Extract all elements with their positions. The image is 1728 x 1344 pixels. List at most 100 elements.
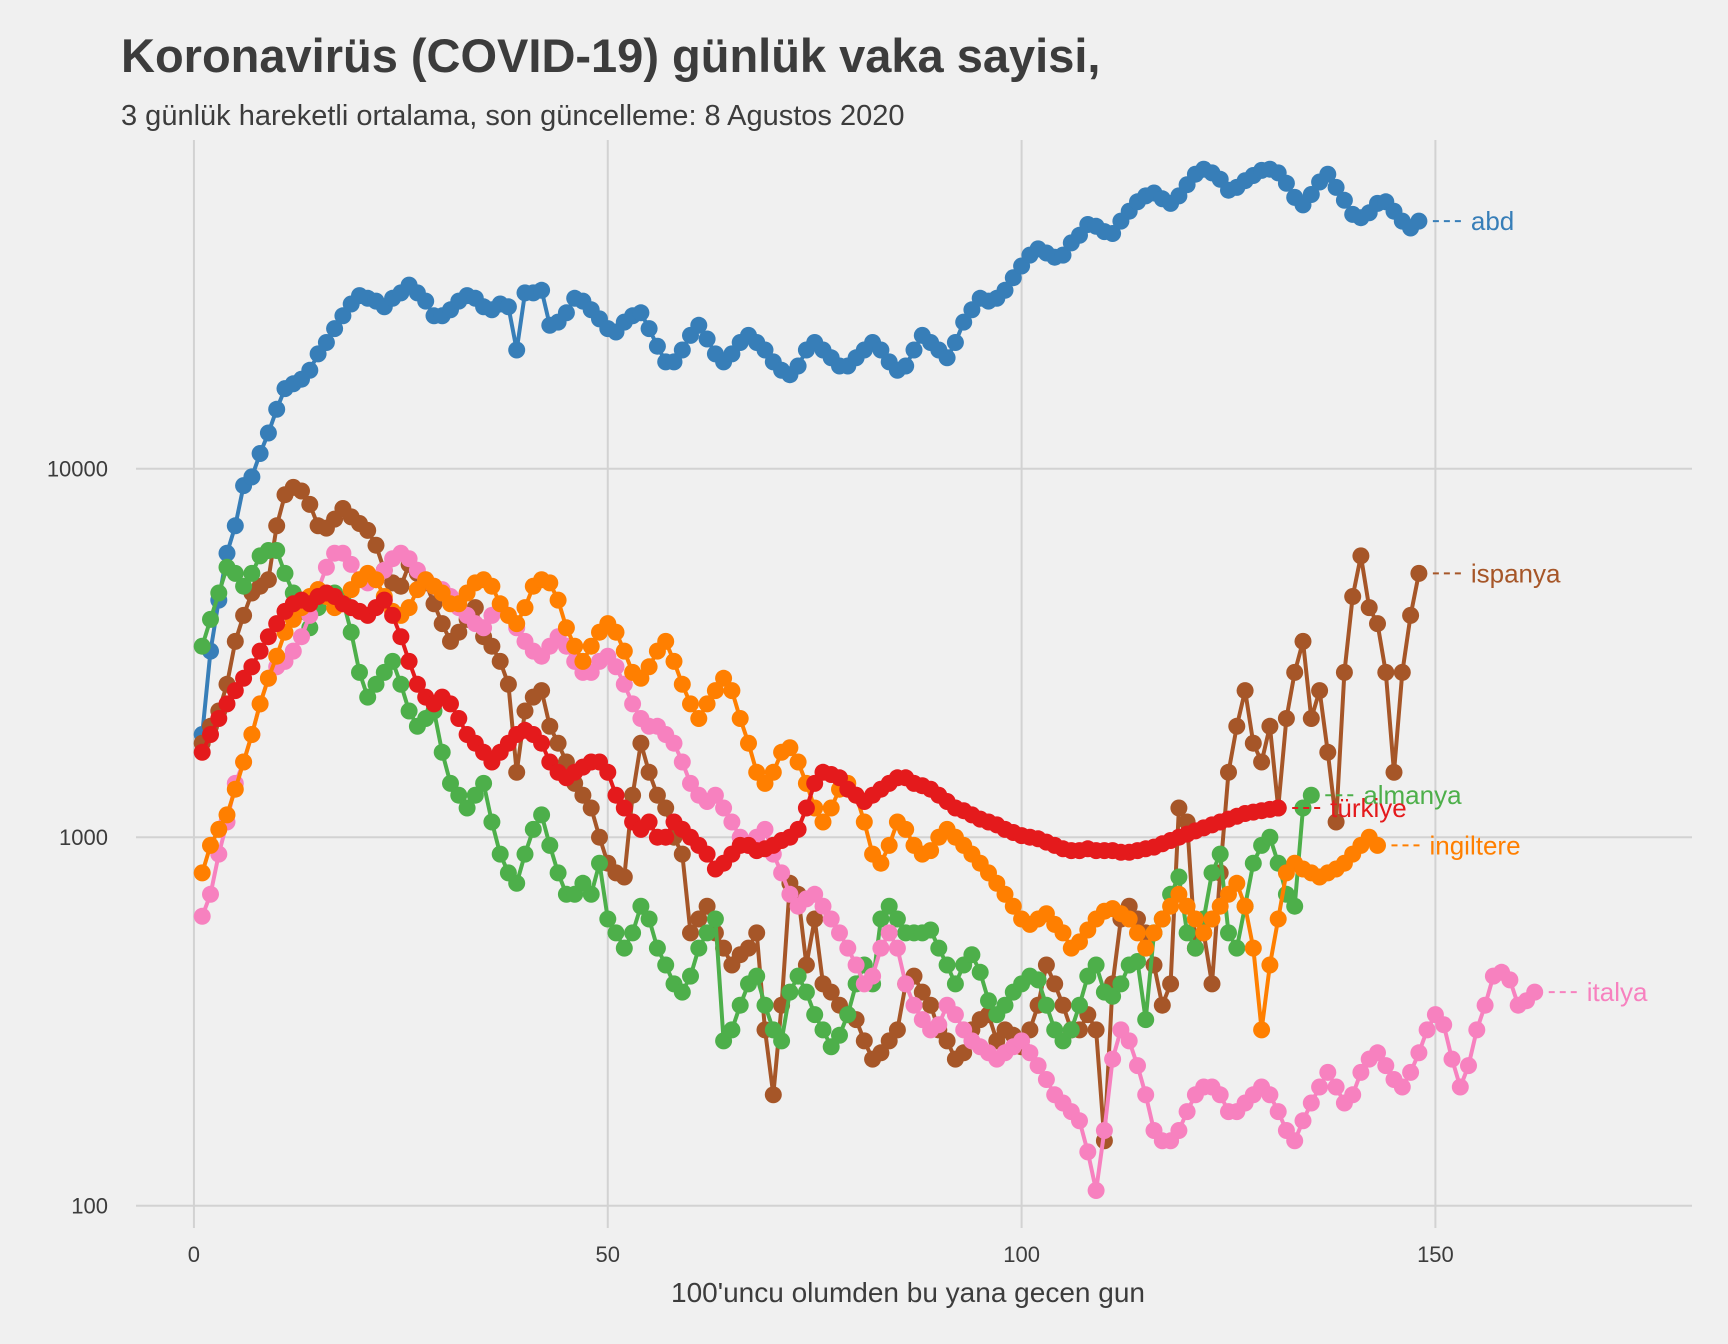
data-point — [1104, 1050, 1122, 1068]
data-point — [1319, 165, 1337, 183]
data-point — [359, 688, 377, 706]
data-point — [615, 939, 633, 957]
data-point — [1037, 996, 1055, 1014]
data-point — [499, 675, 517, 693]
data-point — [615, 868, 633, 886]
data-point — [1501, 971, 1519, 989]
data-point — [1410, 212, 1428, 230]
data-point — [1211, 1086, 1229, 1104]
data-point — [1071, 933, 1088, 951]
data-point — [632, 897, 650, 915]
data-point — [1129, 1057, 1146, 1075]
data-point — [533, 281, 551, 299]
data-point — [392, 628, 410, 646]
data-point — [210, 820, 228, 838]
data-point — [499, 298, 517, 316]
data-point — [905, 996, 923, 1014]
data-point — [789, 967, 807, 985]
data-point — [955, 1044, 973, 1062]
data-point — [698, 897, 716, 915]
data-point — [1145, 924, 1163, 942]
data-point — [1220, 924, 1237, 942]
data-point — [723, 1021, 741, 1039]
data-point — [259, 571, 277, 589]
data-point — [731, 710, 749, 727]
data-point — [1393, 663, 1411, 681]
data-point — [930, 939, 948, 957]
data-point — [1319, 1063, 1337, 1081]
y-axis-ticks: 100 1000 10000 — [47, 457, 108, 1219]
data-point — [1369, 615, 1386, 633]
series-line-abd — [200, 167, 1421, 735]
data-point — [946, 975, 964, 993]
data-point — [657, 828, 675, 846]
data-point — [665, 652, 683, 670]
data-point — [822, 983, 840, 1001]
data-point — [971, 963, 989, 981]
data-point — [640, 320, 658, 338]
data-point — [367, 536, 385, 554]
data-point — [1104, 225, 1122, 242]
data-point — [533, 734, 551, 752]
data-point — [1526, 983, 1544, 1001]
data-point — [317, 558, 335, 576]
data-point — [1137, 1086, 1155, 1104]
data-point — [632, 304, 650, 322]
data-point — [1253, 753, 1271, 771]
data-point — [1286, 897, 1304, 915]
data-point — [1178, 924, 1196, 942]
data-point — [235, 606, 253, 624]
data-point — [740, 939, 757, 957]
data-point — [682, 924, 699, 942]
series-abd — [193, 160, 1428, 743]
data-point — [483, 813, 501, 831]
data-point — [1261, 828, 1279, 846]
data-point — [1277, 710, 1295, 727]
data-point — [599, 910, 617, 928]
data-point — [1170, 1122, 1188, 1139]
data-point — [615, 642, 633, 660]
data-point — [1195, 924, 1213, 942]
data-point — [1327, 813, 1345, 831]
data-point — [243, 658, 261, 676]
data-point — [1104, 987, 1122, 1005]
data-point — [814, 1021, 832, 1039]
series-label-ingiltere: ingiltere — [1429, 830, 1520, 860]
data-point — [1211, 845, 1229, 863]
data-point — [475, 774, 493, 792]
data-point — [1228, 717, 1246, 735]
data-point — [648, 939, 666, 957]
data-point — [897, 975, 915, 993]
y-tick-label: 1000 — [59, 825, 108, 850]
series-türkiye — [193, 584, 1287, 878]
data-point — [797, 983, 815, 1001]
data-point — [1129, 953, 1146, 970]
data-point — [806, 910, 824, 928]
data-point — [789, 753, 807, 771]
data-point — [458, 799, 476, 817]
data-point — [268, 542, 286, 559]
data-point — [193, 637, 211, 655]
data-point — [293, 482, 310, 500]
data-point — [822, 910, 840, 928]
data-point — [226, 632, 244, 650]
series-group — [193, 160, 1544, 1199]
data-point — [1311, 682, 1329, 700]
data-point — [682, 695, 699, 713]
chart-title: Koronavirüs (COVID-19) günlük vaka sayis… — [121, 29, 1100, 82]
data-point — [1344, 1086, 1362, 1104]
data-point — [1112, 975, 1130, 993]
data-point — [483, 637, 501, 655]
data-point — [226, 682, 244, 700]
data-point — [781, 885, 799, 903]
data-point — [872, 910, 890, 928]
data-point — [202, 885, 219, 903]
data-point — [1236, 682, 1254, 700]
data-point — [1261, 1086, 1279, 1104]
data-point — [259, 669, 277, 687]
x-tick-label: 100 — [1003, 1242, 1040, 1267]
data-point — [615, 799, 633, 817]
series-line-türkiye — [200, 591, 1279, 871]
data-point — [417, 292, 435, 310]
data-point — [541, 717, 559, 735]
